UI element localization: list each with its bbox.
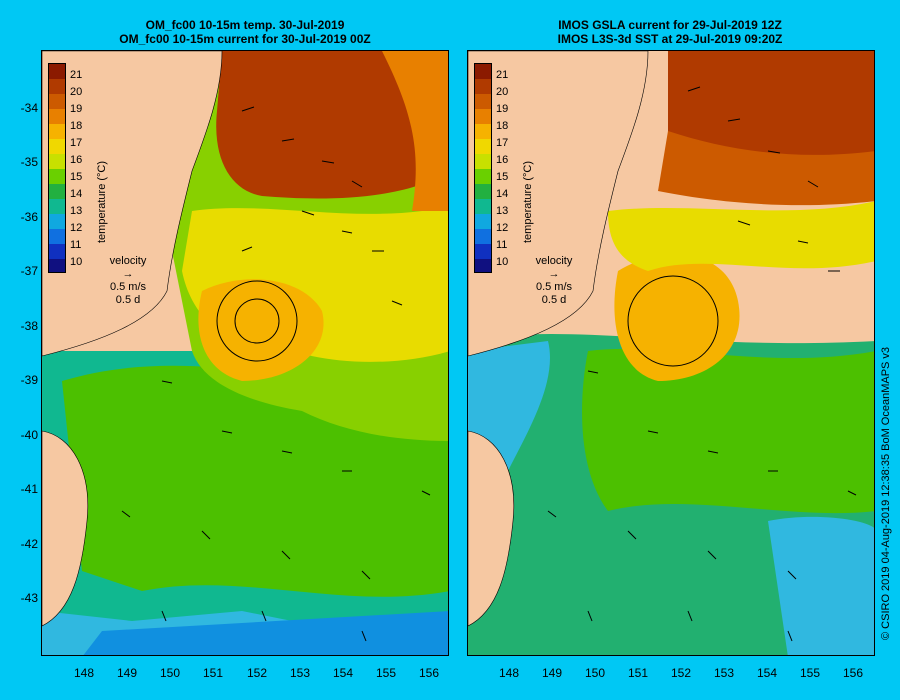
velocity-duration: 0.5 d: [115, 294, 141, 306]
left-title-line2: OM_fc00 10-15m current for 30-Jul-2019 0…: [119, 32, 371, 46]
lon-label: 151: [202, 666, 224, 680]
cbar-tick: 12: [70, 222, 83, 234]
right-colorbar: [474, 63, 492, 273]
cbar-tick: 14: [496, 188, 509, 200]
obs-green-region: [582, 348, 874, 514]
lon-label: 153: [713, 666, 735, 680]
velocity-speed: 0.5 m/s: [109, 281, 147, 293]
cbar-tick: 13: [70, 205, 83, 217]
obs-blue-patches: [468, 341, 874, 655]
velocity-label: velocity: [109, 255, 147, 267]
eddy-circulation-inner: [234, 298, 280, 344]
obs-eddy-ring: [627, 275, 719, 367]
cbar-tick: 10: [496, 256, 509, 268]
lon-label: 148: [73, 666, 95, 680]
cbar-tick: 11: [496, 239, 508, 251]
lat-label: -37: [20, 264, 38, 278]
left-map-title: OM_fc00 10-15m temp. 30-Jul-2019 OM_fc00…: [40, 18, 450, 46]
cbar-tick: 14: [70, 188, 83, 200]
model-temperature-map: 21 20 19 18 17 16 15 14 13 12 11 10 temp…: [41, 50, 449, 656]
cbar-tick: 15: [496, 171, 509, 183]
cbar-tick: 15: [70, 171, 83, 183]
current-vectors: [121, 106, 431, 642]
right-title-line1: IMOS GSLA current for 29-Jul-2019 12Z: [558, 18, 782, 32]
cbar-tick: 13: [496, 205, 509, 217]
lon-label: 152: [246, 666, 268, 680]
lat-label: -38: [20, 319, 38, 333]
right-map-title: IMOS GSLA current for 29-Jul-2019 12Z IM…: [465, 18, 875, 46]
lon-label: 154: [756, 666, 778, 680]
cbar-tick: 18: [70, 120, 83, 132]
lat-label: -36: [20, 210, 38, 224]
velocity-speed: 0.5 m/s: [535, 281, 573, 293]
lat-label: -39: [20, 373, 38, 387]
cbar-tick: 19: [496, 103, 509, 115]
velocity-arrow-icon: →: [122, 268, 134, 280]
obs-yellow-band: [608, 201, 874, 271]
lon-label: 150: [584, 666, 606, 680]
obs-current-vectors: [547, 86, 857, 642]
lon-label: 156: [418, 666, 440, 680]
lat-label: -40: [20, 428, 38, 442]
cbar-tick: 17: [496, 137, 509, 149]
obs-orange-north: [658, 131, 874, 206]
cbar-tick: 16: [496, 154, 509, 166]
cbar-tick: 21: [496, 69, 509, 81]
east-australian-current-core: [216, 51, 448, 199]
lon-label: 149: [116, 666, 138, 680]
velocity-label: velocity: [535, 255, 573, 267]
left-title-line1: OM_fc00 10-15m temp. 30-Jul-2019: [145, 18, 345, 32]
lat-label: -41: [20, 482, 38, 496]
velocity-arrow-icon: →: [548, 268, 560, 280]
cbar-tick: 11: [70, 239, 82, 251]
velocity-legend: velocity → 0.5 m/s 0.5 d: [98, 255, 158, 307]
lon-label: 155: [375, 666, 397, 680]
cbar-tick: 19: [70, 103, 83, 115]
lon-label: 151: [627, 666, 649, 680]
cbar-tick: 16: [70, 154, 83, 166]
cbar-tick: 21: [70, 69, 83, 81]
eddy-core-warm: [198, 279, 324, 381]
tasmania-land: [42, 430, 89, 627]
left-temperature-legend: 21 20 19 18 17 16 15 14 13 12 11 10 temp…: [48, 63, 146, 306]
lat-label: -34: [20, 101, 38, 115]
cbar-tick: 17: [70, 137, 83, 149]
cbar-tick: 12: [496, 222, 509, 234]
velocity-duration: 0.5 d: [541, 294, 567, 306]
right-title-line2: IMOS L3S-3d SST at 29-Jul-2019 09:20Z: [557, 32, 783, 46]
lon-label: 153: [289, 666, 311, 680]
lon-label: 148: [498, 666, 520, 680]
mainland-coast: [42, 51, 223, 357]
lon-label: 155: [799, 666, 821, 680]
colorbar-title: temperature (°C): [522, 160, 534, 243]
deep-blue-south: [83, 611, 448, 655]
colorbar-title: temperature (°C): [96, 160, 108, 243]
lon-label: 154: [332, 666, 354, 680]
velocity-legend: velocity → 0.5 m/s 0.5 d: [524, 255, 584, 307]
lon-label: 152: [670, 666, 692, 680]
lon-label: 150: [159, 666, 181, 680]
obs-mainland-coast: [468, 51, 649, 357]
lat-label: -42: [20, 537, 38, 551]
model-map-graphic: [42, 51, 448, 655]
copyright-notice: © CSIRO 2019 04-Aug-2019 12:38:35 BoM Oc…: [880, 346, 892, 640]
cbar-tick: 20: [496, 86, 509, 98]
right-temperature-legend: 21 20 19 18 17 16 15 14 13 12 11 10 temp…: [474, 63, 572, 306]
cbar-tick: 18: [496, 120, 509, 132]
lon-label: 156: [842, 666, 864, 680]
observed-map-graphic: [468, 51, 874, 655]
eac-edge-orange: [382, 51, 448, 211]
obs-tasmania-land: [468, 430, 515, 627]
cbar-tick: 20: [70, 86, 83, 98]
observed-sst-map: 21 20 19 18 17 16 15 14 13 12 11 10 temp…: [467, 50, 875, 656]
left-colorbar: [48, 63, 66, 273]
lat-label: -43: [20, 591, 38, 605]
cbar-tick: 10: [70, 256, 83, 268]
eddy-circulation-ring: [216, 280, 298, 362]
lon-label: 149: [541, 666, 563, 680]
lat-label: -35: [20, 155, 38, 169]
